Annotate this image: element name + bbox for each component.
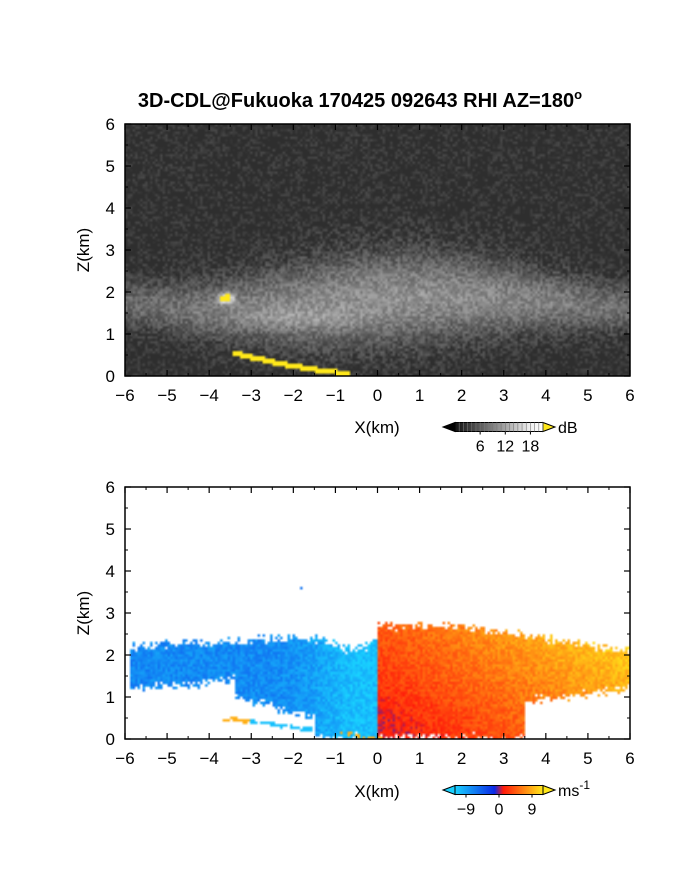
intensity-ylabel: Z(km) — [74, 228, 93, 272]
intensity-xtick-label: −6 — [115, 386, 134, 405]
intensity-ytick-label: 0 — [106, 367, 115, 386]
velocity-ytick-label: 5 — [106, 520, 115, 539]
intensity-ytick-label: 2 — [106, 283, 115, 302]
velocity-heatmap — [125, 487, 630, 739]
velocity-ylabel: Z(km) — [74, 591, 93, 635]
velocity-colorbar-label: ms-1 — [558, 778, 590, 800]
intensity-ytick-label: 3 — [106, 241, 115, 260]
velocity-xtick-label: −4 — [199, 749, 218, 768]
intensity-xtick-label: 6 — [625, 386, 634, 405]
velocity-xtick-label: 2 — [457, 749, 466, 768]
intensity-colorbar-tick-label: 6 — [476, 439, 485, 456]
intensity-xtick-label: −4 — [199, 386, 218, 405]
intensity-ytick-label: 5 — [106, 157, 115, 176]
intensity-axes: −6 −5 −4 −3 −2 −1 0 1 2 3 4 5 6 0 1 2 3 4 5 6 — [106, 115, 635, 405]
velocity-ytick-label: 2 — [106, 646, 115, 665]
velocity-xtick-label: 1 — [415, 749, 424, 768]
velocity-xtick-label: −6 — [115, 749, 134, 768]
velocity-xtick-label: −2 — [284, 749, 303, 768]
title-degree: o — [574, 87, 582, 102]
velocity-colorbar-tick-label: −9 — [457, 802, 475, 819]
velocity-xtick-label: 4 — [541, 749, 550, 768]
velocity-xtick-label: −5 — [157, 749, 176, 768]
intensity-xtick-label: 0 — [373, 386, 382, 405]
intensity-ytick-label: 6 — [106, 115, 115, 134]
intensity-colorbar-high-arrow — [542, 421, 557, 433]
figure-title: 3D-CDL@Fukuoka 170425 092643 RHI AZ=180o — [138, 87, 582, 112]
intensity-colorbar-bar — [454, 422, 544, 432]
velocity-colorbar-high-arrow — [542, 784, 557, 796]
intensity-colorbar-label: dB — [558, 420, 578, 437]
velocity-ytick-label: 6 — [106, 478, 115, 497]
velocity-colorbar-tick-label: 9 — [528, 802, 537, 819]
intensity-ytick-label: 4 — [106, 199, 115, 218]
velocity-colorbar-low-arrow — [441, 784, 456, 796]
intensity-colorbar-tick-label: 12 — [496, 439, 514, 456]
intensity-xtick-label: 3 — [499, 386, 508, 405]
intensity-xtick-label: 2 — [457, 386, 466, 405]
intensity-xtick-label: 1 — [415, 386, 424, 405]
velocity-xtick-label: 5 — [583, 749, 592, 768]
velocity-ytick-label: 1 — [106, 688, 115, 707]
panel-velocity: −6 −5 −4 −3 −2 −1 0 1 2 3 4 5 6 0 1 2 3 4 5 6 X(km) Z(km) −… — [74, 478, 635, 819]
intensity-xtick-label: −2 — [284, 386, 303, 405]
velocity-xtick-label: 6 — [625, 749, 634, 768]
title-text: 3D-CDL@Fukuoka 170425 092643 RHI AZ=180 — [138, 90, 574, 112]
intensity-xtick-label: 4 — [541, 386, 550, 405]
velocity-xtick-label: −1 — [326, 749, 345, 768]
velocity-xtick-label: 0 — [373, 749, 382, 768]
velocity-axes: −6 −5 −4 −3 −2 −1 0 1 2 3 4 5 6 0 1 2 3 4 5 6 — [106, 478, 635, 768]
velocity-ytick-label: 3 — [106, 604, 115, 623]
intensity-xtick-label: −5 — [157, 386, 176, 405]
intensity-heatmap — [125, 124, 630, 376]
intensity-xtick-label: −1 — [326, 386, 345, 405]
velocity-colorbar: −9 0 9 ms-1 — [441, 778, 590, 819]
intensity-colorbar-low-arrow — [441, 421, 456, 433]
velocity-colorbar-tick-label: 0 — [495, 802, 504, 819]
intensity-xlabel: X(km) — [354, 418, 399, 437]
intensity-ytick-label: 1 — [106, 325, 115, 344]
intensity-xtick-label: 5 — [583, 386, 592, 405]
velocity-colorbar-bar — [454, 785, 544, 795]
intensity-colorbar-tick-label: 18 — [522, 439, 540, 456]
velocity-xlabel: X(km) — [354, 782, 399, 801]
velocity-ytick-label: 0 — [106, 730, 115, 749]
intensity-xtick-label: −3 — [242, 386, 261, 405]
velocity-xtick-label: −3 — [242, 749, 261, 768]
velocity-ytick-label: 4 — [106, 562, 115, 581]
intensity-colorbar: 6 12 18 dB — [441, 420, 578, 456]
velocity-xtick-label: 3 — [499, 749, 508, 768]
